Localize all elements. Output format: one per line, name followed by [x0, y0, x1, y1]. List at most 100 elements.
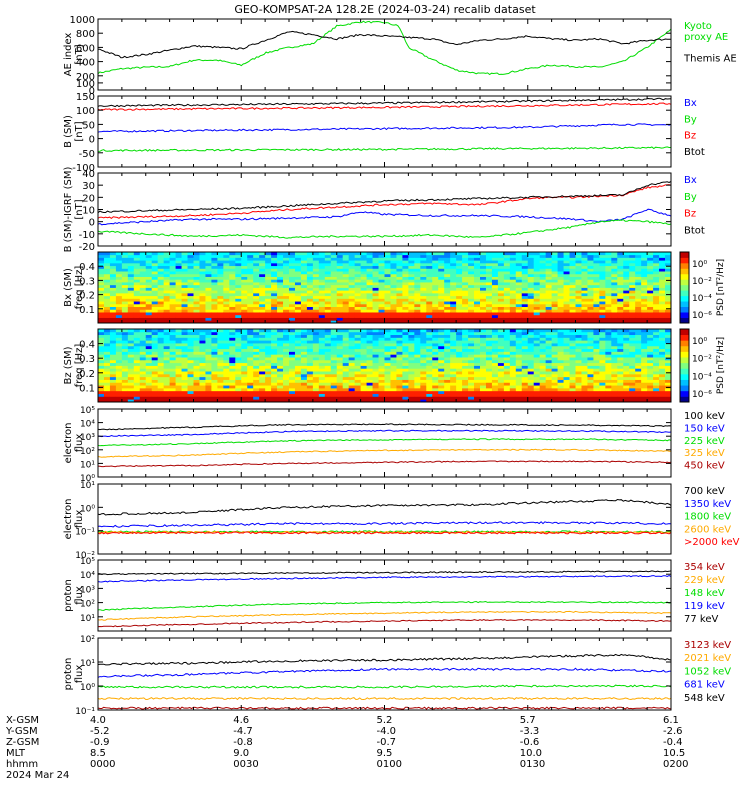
spectrogram-cell [480, 385, 487, 389]
spectrogram-cell [593, 276, 600, 280]
spectrogram-cell [211, 368, 218, 372]
spectrogram-cell [557, 368, 564, 372]
spectrogram-cell [253, 320, 260, 324]
spectrogram-cell [587, 290, 594, 294]
spectrogram-cell [557, 343, 564, 347]
spectrogram-cell [354, 265, 362, 269]
spectrogram-cell [456, 385, 463, 389]
spectrogram-cell [575, 354, 582, 358]
spectrogram-cell [289, 393, 296, 397]
spectrogram-cell [306, 357, 314, 361]
spectrogram-cell [420, 357, 427, 361]
spectrogram-cell [163, 301, 171, 305]
spectrogram-cell [336, 306, 344, 310]
spectrogram-cell [289, 257, 296, 261]
spectrogram-cell [402, 290, 409, 294]
colorbar-segment [680, 257, 689, 264]
spectrogram-cell [581, 399, 588, 403]
spectrogram-cell [306, 348, 314, 352]
spectrogram-cell [497, 276, 505, 280]
spectrogram-cell [539, 354, 547, 358]
spectrogram-cell [533, 292, 541, 297]
spectrogram-cell [438, 343, 445, 347]
spectrogram-cell [480, 365, 487, 369]
spectrogram-cell [587, 379, 594, 383]
spectrogram-cell [169, 271, 176, 275]
spectrogram-cell [515, 279, 523, 283]
spectrogram-cell [611, 290, 618, 294]
spectrogram-cell [133, 334, 141, 338]
spectrogram-cell [229, 390, 236, 394]
spectrogram-cell [348, 365, 356, 369]
spectrogram-cell [647, 287, 654, 291]
spectrogram-cell [169, 295, 176, 299]
spectrogram-cell [366, 254, 373, 258]
spectrogram-cell [300, 396, 308, 400]
spectrogram-cell [193, 284, 200, 288]
spectrogram-cell [187, 309, 194, 313]
spectrogram-cell [509, 343, 517, 347]
spectrogram-cell [665, 254, 672, 258]
spectrogram-cell [241, 379, 248, 383]
spectrogram-cell [342, 331, 350, 336]
spectrogram-cell [336, 390, 344, 394]
spectrogram-cell [121, 292, 129, 297]
spectrogram-cell [569, 348, 576, 352]
spectrogram-cell [324, 357, 332, 361]
spectrogram-cell [259, 362, 266, 366]
spectrogram-cell [384, 354, 391, 358]
spectrogram-cell [175, 312, 182, 316]
y-axis-label: B (SM)-IGRF (SM) [63, 167, 74, 253]
spectrogram-cell [653, 282, 660, 286]
spectrogram-cell [277, 390, 284, 394]
spectrogram-cell [253, 276, 260, 280]
spectrogram-cell [354, 382, 362, 386]
spectrogram-cell [324, 262, 332, 267]
spectrogram-cell [378, 393, 385, 397]
spectrogram-cell [623, 262, 630, 267]
spectrogram-cell [217, 337, 224, 341]
spectrogram-cell [175, 257, 182, 261]
spectrogram-cell [294, 312, 302, 316]
spectrogram-cell [569, 279, 576, 283]
spectrogram-cell [468, 295, 475, 299]
spectrogram-cell [503, 354, 511, 358]
spectrogram-cell [157, 329, 165, 333]
spectrogram-cell [617, 282, 624, 286]
spectrogram-cell [241, 301, 248, 305]
spectrogram-cell [169, 260, 176, 264]
spectrogram-cell [277, 312, 284, 316]
spectrogram-cell [211, 365, 218, 369]
spectrogram-cell [235, 399, 242, 403]
spectrogram-cell [199, 292, 206, 297]
spectrogram-cell [420, 387, 427, 392]
spectrogram-cell [199, 295, 206, 299]
spectrogram-cell [103, 282, 111, 286]
spectrogram-cell [623, 295, 630, 299]
spectrogram-cell [253, 379, 260, 383]
spectrogram-cell [611, 314, 618, 318]
spectrogram-cell [503, 279, 511, 283]
spectrogram-cell [563, 298, 570, 302]
spectrogram-cell [145, 343, 153, 347]
spectrogram-cell [163, 292, 171, 297]
spectrogram-cell [503, 262, 511, 267]
spectrogram-cell [336, 362, 344, 366]
spectrogram-cell [223, 303, 230, 308]
spectrogram-cell [491, 379, 499, 383]
spectrogram-cell [480, 265, 487, 269]
spectrogram-cell [336, 373, 344, 378]
spectrogram-cell [408, 357, 415, 361]
spectrogram-cell [533, 337, 541, 341]
spectrogram-cell [641, 292, 648, 297]
spectrogram-cell [372, 359, 379, 364]
y-tick-label: 400 [76, 58, 95, 69]
spectrogram-cell [289, 382, 296, 386]
spectrogram-cell [229, 314, 236, 318]
spectrogram-cell [151, 298, 159, 302]
spectrogram-cell [289, 309, 296, 313]
spectrogram-cell [611, 292, 618, 297]
y-axis-label: AE index [63, 33, 74, 77]
spectrogram-cell [211, 382, 218, 386]
legend-label: By [684, 192, 697, 203]
